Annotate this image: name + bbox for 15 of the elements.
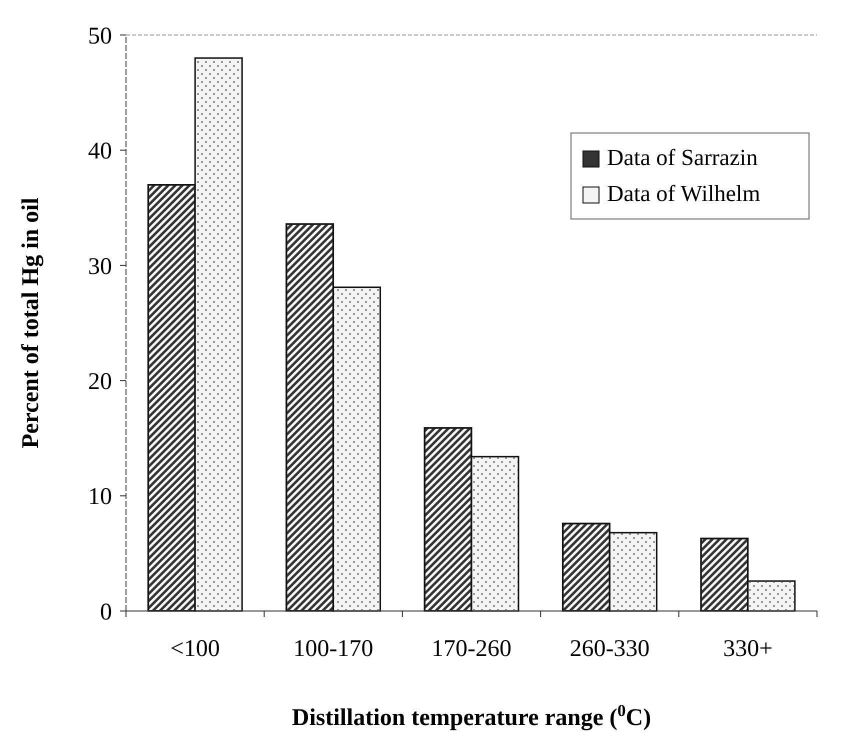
legend-label: Data of Wilhelm [607, 181, 760, 206]
x-tick-label: 170-260 [432, 636, 512, 662]
y-tick-label: 0 [100, 599, 112, 626]
x-axis-title: Distillation temperature range ($^{0}$C) [292, 700, 652, 731]
y-tick-label: 10 [88, 484, 112, 510]
x-tick-label: 330+ [723, 636, 773, 662]
y-axis-title: Percent of total Hg in oil [18, 197, 44, 448]
y-tick-label: 20 [88, 369, 112, 395]
y-tick-label: 50 [88, 23, 112, 50]
x-tick-label: <100 [170, 636, 220, 662]
x-tick-label: 260-330 [570, 636, 650, 662]
y-tick-label: 30 [88, 254, 112, 280]
legend-label: Data of Sarrazin [607, 145, 758, 170]
x-tick-label: 100-170 [293, 636, 374, 662]
y-tick-label: 40 [88, 138, 112, 165]
